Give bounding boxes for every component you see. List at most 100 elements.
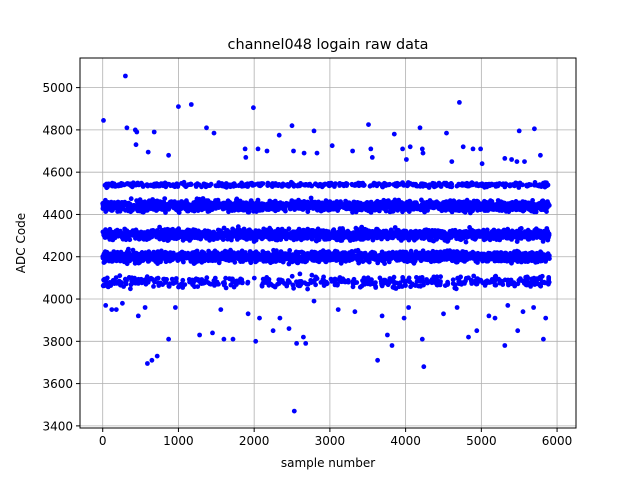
data-point [152,279,157,285]
data-point [221,225,227,231]
data-point [173,276,179,281]
data-point [157,224,163,230]
data-point [382,261,387,266]
data-point [223,275,229,281]
data-point [240,280,245,285]
data-point [421,282,426,288]
data-point [297,271,303,277]
data-point [127,237,133,243]
data-point [287,279,292,285]
data-point [286,226,292,232]
data-point [287,248,293,253]
data-point [180,277,186,283]
data-point [450,277,456,283]
data-point [419,275,425,280]
data-point [458,274,463,280]
data-point [369,277,374,283]
data-point [304,258,309,264]
data-point [113,275,119,280]
data-point [103,227,108,233]
data-point [321,274,326,280]
data-point [204,275,210,281]
data-point [123,281,129,287]
data-point [309,183,315,189]
data-point [220,237,226,243]
data-point [222,281,228,287]
data-point [199,277,205,282]
data-point [119,280,124,285]
data-point [373,280,378,285]
data-point [309,272,315,278]
data-point [387,181,392,187]
data-point [175,184,181,189]
data-point [438,274,443,280]
data-point [169,276,175,282]
data-point [383,208,389,214]
data-point [289,273,295,279]
data-point [155,275,161,281]
data-point [208,181,214,187]
chart-title: channel048 logain raw data [228,37,429,53]
data-point [117,273,123,279]
data-point [128,196,134,202]
data-point [212,275,218,281]
data-point [230,276,235,282]
data-point [140,184,146,189]
data-point [195,284,201,289]
data-point [305,286,310,292]
data-point [453,286,459,292]
data-point [434,274,440,280]
data-point [314,276,320,281]
data-point [246,209,252,215]
data-point [283,208,288,214]
data-point [449,181,455,187]
data-point [200,196,206,201]
data-point [394,280,399,286]
data-point [260,181,266,187]
data-point [313,282,318,288]
data-point [216,281,221,287]
data-point [223,285,229,291]
data-point [335,281,340,287]
data-point [163,210,168,215]
data-point [291,285,296,291]
data-point [438,184,444,189]
data-point [274,248,279,254]
data-point [188,182,194,188]
data-point [452,282,458,288]
data-point [391,274,397,280]
grid [80,58,576,428]
data-point [471,273,477,279]
data-point [463,239,469,245]
data-point [308,195,314,201]
data-point [253,237,259,243]
data-point [176,210,182,216]
data-points [100,73,552,414]
data-point [276,281,282,286]
data-point [373,285,379,290]
data-point [351,276,357,282]
data-point [403,283,408,288]
data-point [392,225,398,230]
data-point [125,246,131,252]
data-point [162,196,168,202]
data-point [354,280,360,285]
data-point [232,259,238,265]
data-point [361,182,367,188]
data-point [346,279,351,285]
data-point [127,286,133,292]
data-point [445,281,451,287]
data-point [406,275,412,281]
data-point [151,284,156,289]
data-point [438,279,443,284]
data-point [104,275,110,281]
data-point [245,279,251,285]
data-point [344,181,350,187]
data-point [181,259,186,265]
data-point [182,282,188,287]
data-point [164,277,170,282]
data-point [366,259,372,265]
data-point [251,275,257,281]
data-point [324,281,330,286]
